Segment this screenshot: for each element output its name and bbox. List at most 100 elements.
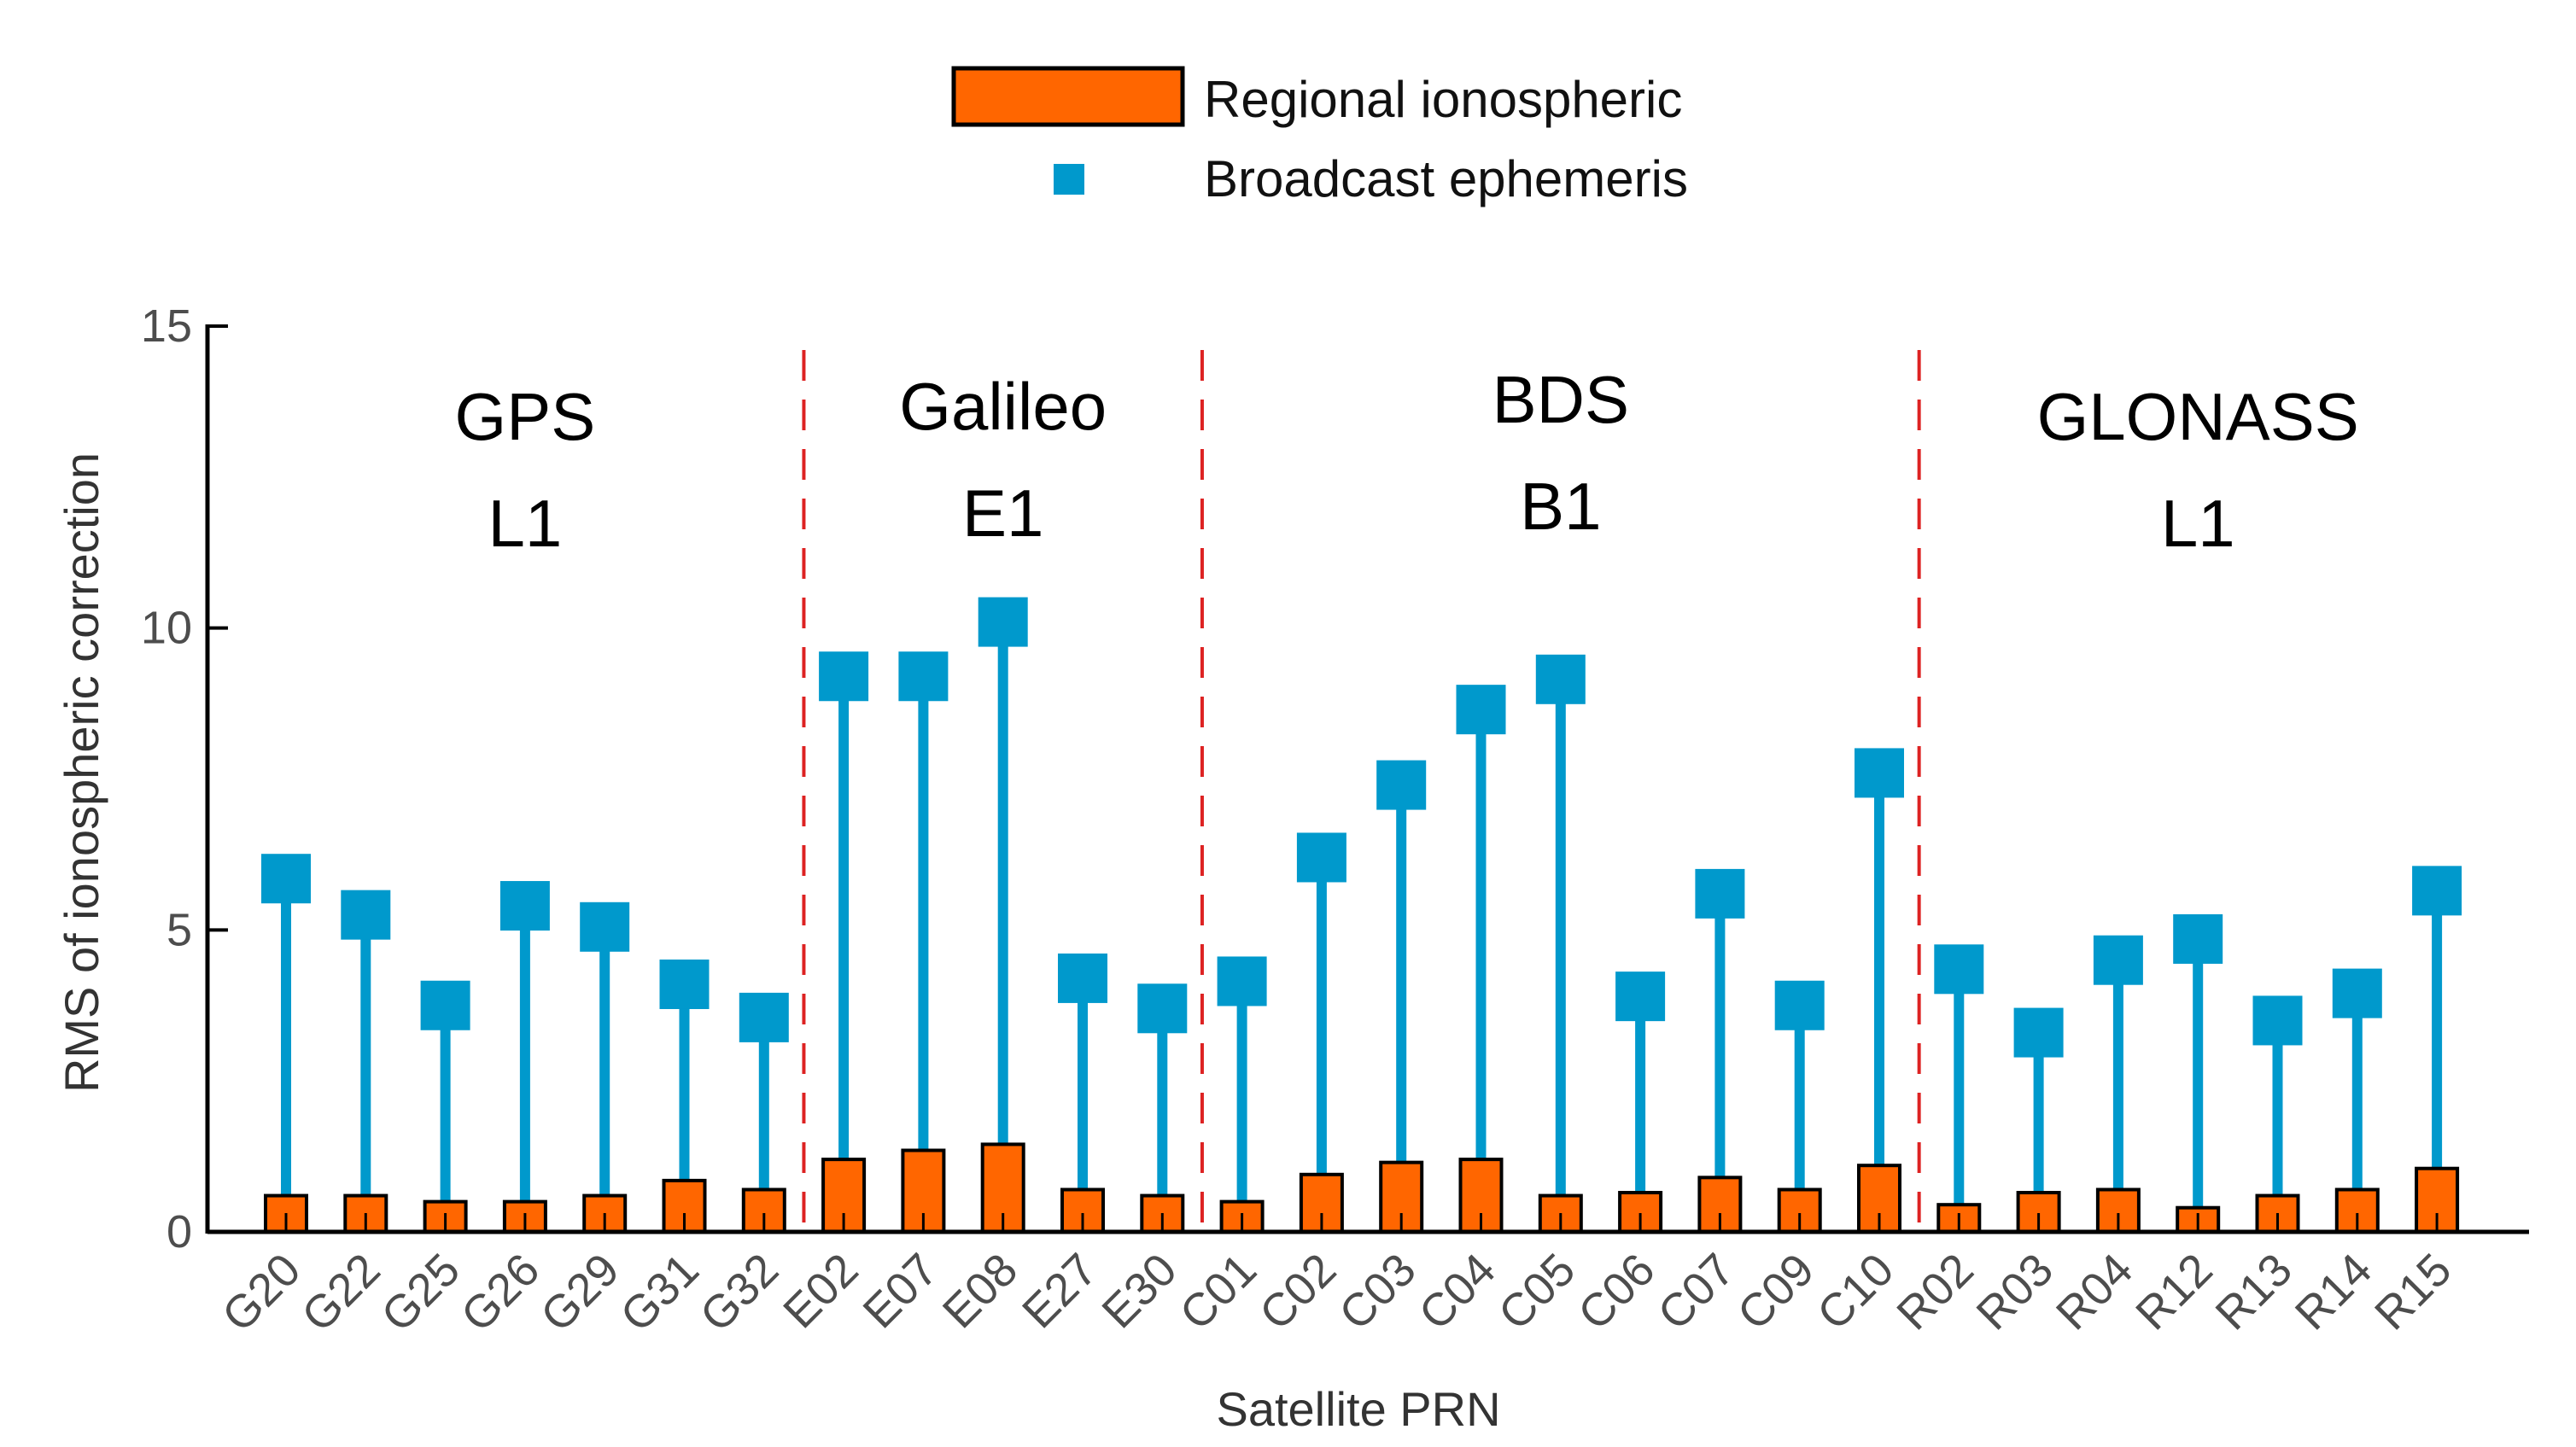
marker-C07 bbox=[1695, 868, 1745, 919]
x-tick-label-G29: G29 bbox=[531, 1244, 629, 1342]
x-tick-label-R03: R03 bbox=[1967, 1244, 2063, 1339]
stem-C06 bbox=[1635, 996, 1646, 1232]
marker-G20 bbox=[261, 854, 311, 904]
stem-C10 bbox=[1874, 773, 1884, 1232]
stem-E30 bbox=[1157, 1008, 1168, 1232]
x-tick-label-E30: E30 bbox=[1092, 1244, 1186, 1338]
marker-C09 bbox=[1774, 980, 1825, 1030]
marker-E27 bbox=[1058, 953, 1107, 1003]
x-tick-label-C04: C04 bbox=[1410, 1244, 1505, 1339]
x-tick-label-C03: C03 bbox=[1329, 1244, 1425, 1339]
x-tick-label-E02: E02 bbox=[774, 1244, 867, 1338]
x-tick-label-G31: G31 bbox=[610, 1244, 709, 1342]
stem-E27 bbox=[1078, 977, 1088, 1232]
marker-C03 bbox=[1376, 760, 1427, 810]
marker-E08 bbox=[978, 597, 1028, 647]
x-tick-label-G26: G26 bbox=[452, 1244, 550, 1342]
group-labels: GPS L1 Galileo E1 BDS B1 GLONASS L1 bbox=[455, 362, 2359, 561]
marker-G31 bbox=[659, 959, 710, 1009]
marker-R13 bbox=[2252, 995, 2303, 1046]
marker-C10 bbox=[1855, 748, 1904, 798]
group-band-galileo: E1 bbox=[962, 476, 1043, 551]
marker-C01 bbox=[1217, 956, 1267, 1006]
x-tick-label-R12: R12 bbox=[2126, 1244, 2222, 1339]
stem-G29 bbox=[599, 926, 610, 1232]
stem-R15 bbox=[2432, 890, 2443, 1232]
stem-G25 bbox=[440, 1005, 451, 1232]
x-tick-label-G32: G32 bbox=[691, 1244, 789, 1342]
x-tick-label-R13: R13 bbox=[2206, 1244, 2302, 1339]
marker-G26 bbox=[499, 881, 550, 931]
x-tick-label-G20: G20 bbox=[213, 1244, 311, 1342]
group-band-bds: B1 bbox=[1520, 469, 1601, 544]
group-band-gps: L1 bbox=[488, 486, 563, 561]
stem-C09 bbox=[1794, 1005, 1805, 1232]
stem-C03 bbox=[1396, 785, 1407, 1232]
marker-R12 bbox=[2173, 913, 2223, 964]
x-tick-label-R15: R15 bbox=[2365, 1244, 2461, 1339]
stem-C05 bbox=[1555, 679, 1566, 1232]
stem-G22 bbox=[360, 914, 371, 1232]
x-axis-title: Satellite PRN bbox=[1216, 1382, 1500, 1436]
regional-bars bbox=[264, 1142, 2460, 1234]
stem-R02 bbox=[1954, 969, 1965, 1232]
x-tick-label-R04: R04 bbox=[2047, 1244, 2142, 1339]
marker-E07 bbox=[898, 651, 949, 702]
group-name-galileo: Galileo bbox=[899, 369, 1107, 444]
stem-R04 bbox=[2112, 960, 2123, 1232]
marker-R15 bbox=[2412, 866, 2462, 916]
group-band-glonass: L1 bbox=[2161, 486, 2235, 561]
legend-label-broadcast: Broadcast ephemeris bbox=[1204, 150, 1688, 207]
y-axis-title: RMS of ionospheric correction bbox=[55, 452, 108, 1093]
marker-G25 bbox=[420, 980, 470, 1030]
marker-C04 bbox=[1456, 685, 1506, 735]
stem-E07 bbox=[918, 676, 929, 1232]
bar-R14 bbox=[2334, 1187, 2380, 1234]
stem-G32 bbox=[758, 1017, 769, 1232]
x-tick-label-C09: C09 bbox=[1728, 1244, 1824, 1339]
stem-C04 bbox=[1475, 709, 1487, 1232]
group-name-gps: GPS bbox=[455, 379, 596, 454]
stem-R13 bbox=[2272, 1020, 2283, 1232]
stem-R03 bbox=[2033, 1032, 2044, 1232]
marker-R04 bbox=[2093, 935, 2143, 985]
legend-swatch-regional bbox=[951, 66, 1185, 127]
axes bbox=[205, 324, 2529, 1234]
legend-swatch-broadcast bbox=[1054, 164, 1084, 195]
x-tick-label-G25: G25 bbox=[371, 1244, 470, 1342]
marker-G32 bbox=[739, 992, 789, 1042]
stem-E08 bbox=[997, 621, 1008, 1232]
marker-E30 bbox=[1137, 983, 1188, 1034]
marker-R03 bbox=[2013, 1007, 2064, 1058]
marker-R02 bbox=[1934, 944, 1984, 995]
y-tick-label: 5 bbox=[166, 904, 192, 955]
marker-R14 bbox=[2332, 968, 2382, 1018]
x-tick-label-C10: C10 bbox=[1808, 1244, 1903, 1339]
stem-C02 bbox=[1316, 857, 1327, 1232]
stem-G20 bbox=[281, 878, 291, 1232]
x-tick-label-C07: C07 bbox=[1648, 1244, 1744, 1339]
group-name-bds: BDS bbox=[1492, 362, 1629, 437]
stem-C01 bbox=[1236, 981, 1247, 1232]
group-name-glonass: GLONASS bbox=[2037, 379, 2359, 454]
marker-C06 bbox=[1615, 971, 1666, 1022]
marker-C02 bbox=[1296, 832, 1346, 883]
broadcast-stems bbox=[281, 621, 2443, 1232]
y-tick-label: 0 bbox=[166, 1206, 192, 1257]
legend: Regional ionospheric Broadcast ephemeris bbox=[951, 66, 1688, 207]
x-tick-label-C05: C05 bbox=[1489, 1244, 1585, 1339]
marker-E02 bbox=[819, 651, 869, 702]
x-tick-label-R02: R02 bbox=[1887, 1244, 1983, 1339]
marker-G22 bbox=[341, 890, 391, 940]
x-tick-label-C06: C06 bbox=[1568, 1244, 1664, 1339]
x-tick-label-C02: C02 bbox=[1250, 1244, 1346, 1339]
stem-G26 bbox=[519, 906, 530, 1232]
x-tick-label-E07: E07 bbox=[854, 1244, 948, 1338]
x-tick-label-G22: G22 bbox=[292, 1244, 390, 1342]
bar-C06 bbox=[1618, 1191, 1663, 1234]
stem-C07 bbox=[1714, 893, 1726, 1232]
y-tick-label: 10 bbox=[141, 603, 192, 654]
x-tick-label-R14: R14 bbox=[2286, 1244, 2381, 1339]
legend-label-regional: Regional ionospheric bbox=[1204, 71, 1682, 128]
